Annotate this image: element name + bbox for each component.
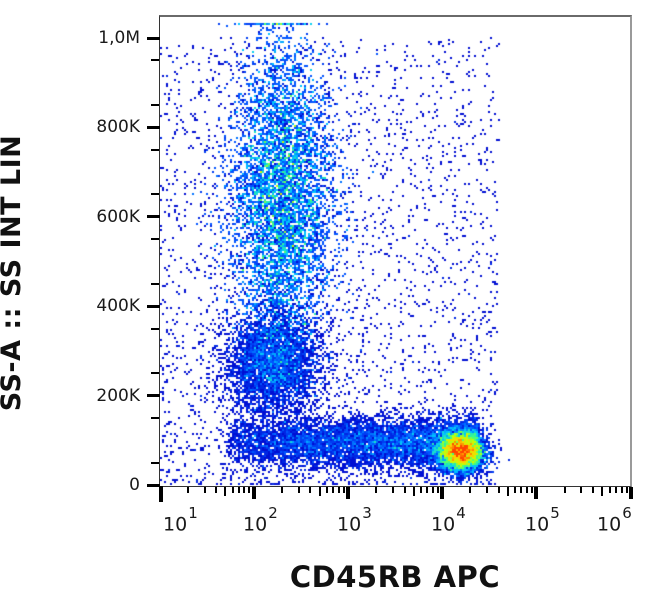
y-tick-label: 200K [96,385,140,406]
y-major-tick [147,304,160,308]
x-tick-base: 10 [163,513,188,536]
x-minor-tick [530,487,533,493]
x-minor-tick [332,487,335,493]
y-minor-tick [151,148,159,151]
x-minor-tick [187,487,190,493]
x-tick-base: 10 [525,513,550,536]
x-minor-tick [420,487,423,493]
x-minor-tick [601,487,604,496]
x-minor-tick [525,487,528,493]
x-minor-tick [514,487,517,493]
x-minor-tick [580,487,583,493]
x-tick-label: 104 [431,504,466,536]
x-minor-tick [342,487,345,493]
y-minor-tick [151,282,159,285]
y-tick-label: 400K [96,296,140,317]
x-minor-tick [203,487,206,493]
x-minor-tick [431,487,434,493]
x-tick-base: 10 [337,513,362,536]
x-minor-tick [280,487,283,493]
y-major-tick [147,483,160,487]
y-minor-tick [151,238,159,241]
x-minor-tick [625,487,628,493]
x-minor-tick [620,487,623,493]
x-minor-tick [608,487,611,493]
x-tick-base: 10 [431,513,456,536]
y-tick-label: 1,0M [98,28,140,48]
x-major-tick [629,487,633,499]
y-axis-title: SS-A :: SS INT LIN [0,134,27,412]
y-minor-tick [151,193,159,196]
x-minor-tick [497,487,500,493]
y-minor-tick [151,416,159,419]
x-minor-tick [469,487,472,493]
x-minor-tick [592,487,595,493]
x-major-tick [440,487,444,499]
x-tick-label: 102 [243,504,278,536]
x-minor-tick [563,487,566,493]
x-minor-tick [436,487,439,493]
x-tick-base: 10 [243,513,268,536]
y-minor-tick [151,104,159,107]
y-major-tick [147,125,160,129]
x-minor-tick [412,487,415,496]
x-axis-title: CD45RB APC [289,560,501,594]
x-major-tick [534,487,538,499]
y-minor-tick [151,327,159,330]
y-major-tick [147,36,160,40]
x-minor-tick [403,487,406,493]
x-tick-exponent: 3 [362,504,372,522]
x-minor-tick [615,487,618,493]
x-tick-base: 10 [597,513,622,536]
x-major-tick [346,487,350,499]
y-tick-label: 800K [96,117,140,138]
x-minor-tick [485,487,488,493]
plot-frame [159,15,632,487]
x-minor-tick [506,487,509,496]
x-tick-label: 103 [337,504,372,536]
x-major-tick [251,487,256,499]
x-minor-tick [520,487,523,493]
x-minor-tick [309,487,312,493]
x-minor-tick [248,487,251,493]
y-major-tick [147,215,160,219]
x-origin-tick [159,486,163,502]
x-minor-tick [326,487,329,493]
y-tick-label: 0 [129,475,140,495]
x-minor-tick [426,487,429,493]
y-major-tick [147,394,160,398]
x-minor-tick [224,487,227,496]
x-tick-exponent: 4 [456,504,466,522]
x-minor-tick [231,487,234,493]
x-minor-tick [238,487,241,493]
x-minor-tick [215,487,218,493]
x-tick-exponent: 2 [268,504,278,522]
y-minor-tick [151,461,159,464]
x-tick-label: 105 [525,504,560,536]
x-tick-exponent: 6 [622,504,632,522]
y-tick-label: 600K [96,206,140,227]
density-scatter-plot [160,17,631,486]
y-minor-tick [151,59,159,62]
y-minor-tick [151,372,159,375]
x-tick-label: 101 [163,504,198,536]
x-minor-tick [337,487,340,493]
x-minor-tick [391,487,394,493]
x-tick-label: 106 [597,504,632,536]
x-minor-tick [243,487,246,493]
x-tick-exponent: 5 [550,504,560,522]
x-minor-tick [318,487,321,496]
x-minor-tick [297,487,300,493]
x-minor-tick [375,487,378,493]
x-tick-exponent: 1 [188,504,198,522]
